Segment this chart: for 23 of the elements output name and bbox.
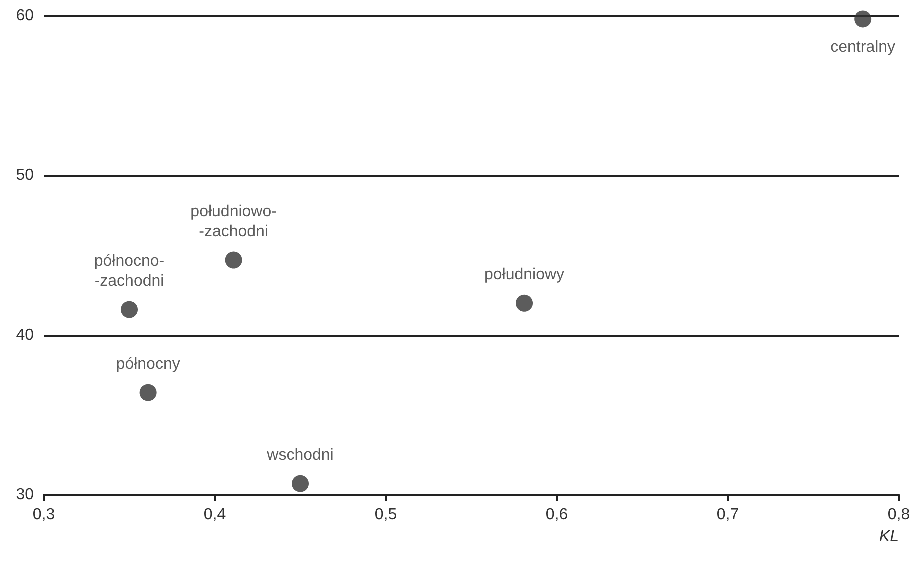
series-label: centralny [830,39,896,56]
x-tick-label: 0,7 [716,506,740,524]
series-label: południowy [484,266,565,284]
x-tick-label: 0,5 [374,506,398,524]
point [516,294,534,312]
series-label: wschodni [266,446,334,464]
series-label: północny [116,356,180,373]
x-axis-title: KL [879,528,899,546]
series-label: północno- -zachodni [94,252,165,290]
y-tick-label: 50 [16,167,34,184]
x-tick-label: 0,3 [32,506,56,524]
x-tick-label: 0,6 [546,506,568,524]
y-tick-label: 40 [16,326,34,344]
x-tick-label: 0,8 [888,506,910,524]
point [121,301,138,318]
x-tick-label: 0,4 [204,506,226,524]
point [140,384,157,402]
point [292,475,309,492]
y-tick-label: 60 [16,8,34,24]
y-tick-label: 30 [16,486,34,504]
point [225,252,242,269]
point [854,10,872,28]
series-label: południowo- -zachodni [190,203,277,240]
